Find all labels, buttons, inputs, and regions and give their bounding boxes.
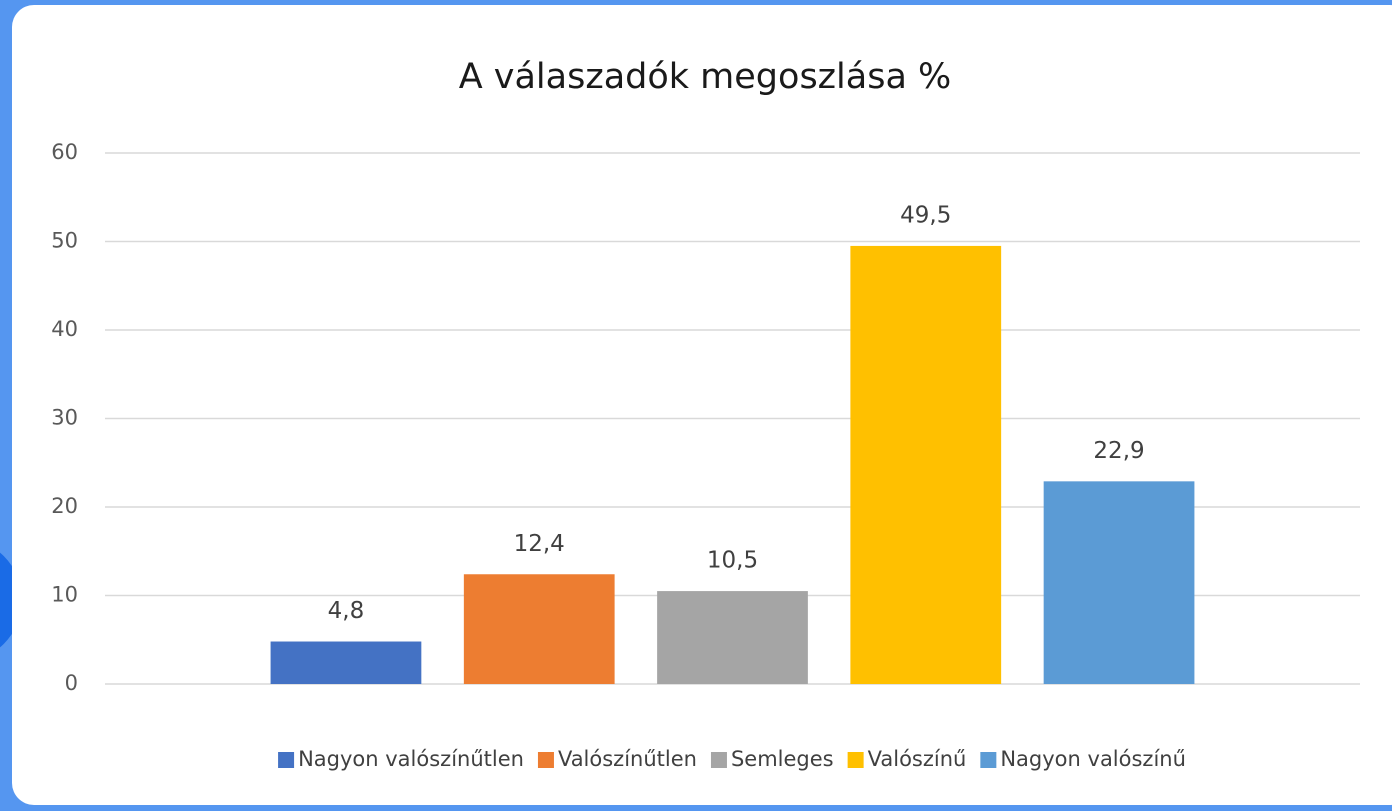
bar — [270, 641, 422, 684]
data-label: 10,5 — [707, 548, 758, 574]
legend-label: Semleges — [731, 747, 834, 771]
y-tick-label: 0 — [65, 671, 78, 695]
data-label: 22,9 — [1093, 438, 1144, 464]
y-tick-label: 10 — [51, 583, 78, 607]
legend-label: Valószínűtlen — [558, 747, 697, 771]
legend-swatch — [980, 752, 997, 768]
data-label: 49,5 — [900, 202, 951, 228]
legend-swatch — [847, 752, 864, 768]
chart-panel — [12, 5, 1392, 805]
bar — [1043, 481, 1195, 684]
data-label: 12,4 — [514, 531, 565, 557]
y-tick-label: 30 — [51, 406, 78, 430]
legend-swatch — [537, 752, 554, 768]
bar — [463, 574, 615, 684]
y-tick-label: 50 — [51, 229, 78, 253]
y-tick-label: 40 — [51, 317, 78, 341]
legend-swatch — [710, 752, 727, 768]
chart-title: A válaszadók megoszlása % — [459, 57, 952, 97]
bar — [657, 591, 808, 684]
legend-label: Valószínű — [868, 747, 967, 771]
y-tick-label: 20 — [51, 494, 78, 518]
y-tick-label: 60 — [51, 140, 78, 164]
legend-label: Nagyon valószínű — [1000, 747, 1186, 771]
legend-swatch — [278, 752, 295, 768]
legend-label: Nagyon valószínűtlen — [298, 747, 524, 771]
bar — [850, 245, 1002, 685]
data-label: 4,8 — [328, 598, 365, 624]
